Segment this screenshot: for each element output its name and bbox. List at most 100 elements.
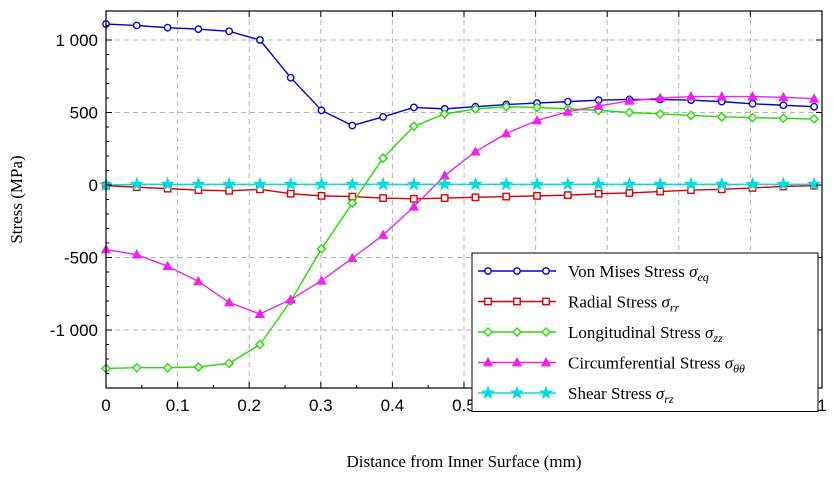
von-mises-stress-point: [779, 101, 788, 110]
radial-stress-point: [379, 194, 387, 202]
legend-marker: [513, 297, 521, 306]
shear-stress-point: [283, 176, 298, 191]
longitudinal-stress-point: [408, 121, 419, 132]
legend-symbol: σ: [689, 262, 698, 281]
von-mises-stress-line: [105, 23, 815, 127]
legend-marker: [513, 267, 521, 275]
legend-symbol: σ: [705, 323, 714, 342]
shear-stress-line: [105, 183, 815, 186]
legend-series-name: Radial Stress: [568, 293, 662, 312]
longitudinal-stress-point: [532, 102, 543, 113]
legend-subscript: zz: [712, 331, 723, 345]
legend-subscript: θθ: [733, 362, 745, 376]
x-tick-label: 0.5: [452, 396, 476, 415]
x-tick-label: 0.4: [381, 396, 405, 415]
shear-stress-point: [591, 176, 606, 191]
von-mises-stress-point: [286, 73, 295, 82]
radial-stress-point: [563, 191, 572, 200]
circumferential-stress-point: [254, 308, 266, 318]
radial-stress-point: [471, 193, 480, 202]
shear-stress-point: [345, 176, 360, 191]
von-mises-stress-point: [748, 99, 757, 108]
legend-marker: [484, 267, 492, 275]
legend-label: Von Mises Stress σeq: [568, 262, 709, 284]
circumferential-stress-point: [223, 297, 235, 307]
von-mises-stress-point: [409, 103, 418, 112]
shear-stress-point: [406, 176, 422, 191]
longitudinal-stress-point: [778, 113, 789, 124]
radial-stress-point: [225, 186, 234, 195]
legend-marker: [511, 357, 523, 367]
legend-label: Circumferential Stress σθθ: [568, 354, 745, 376]
shear-stress-point: [714, 176, 730, 191]
radial-stress-point: [440, 194, 449, 202]
longitudinal-stress-point: [685, 110, 696, 121]
circumferential-stress-point: [778, 91, 789, 102]
circumferential-stress-line: [105, 95, 815, 315]
shear-stress-point: [191, 176, 206, 191]
von-mises-stress-point: [194, 25, 203, 34]
radial-stress-line: [105, 185, 815, 200]
x-tick-label: 0.3: [309, 396, 333, 415]
longitudinal-stress-point: [254, 339, 265, 350]
longitudinal-stress-series: [101, 101, 820, 374]
legend-marker: [484, 297, 492, 306]
shear-stress-series: [98, 176, 822, 192]
radial-stress-point: [656, 187, 665, 196]
shear-stress-point: [252, 176, 268, 191]
shear-stress-point: [683, 176, 699, 191]
y-tick-label: 500: [70, 104, 98, 123]
legend-item-shear-stress: Shear Stress σrz: [478, 384, 674, 406]
shear-stress-point: [437, 176, 452, 191]
shear-stress-point: [652, 176, 668, 191]
shear-stress-point: [129, 176, 145, 191]
von-mises-stress-point: [563, 97, 572, 106]
legend-series-name: Von Mises Stress: [568, 262, 689, 281]
x-tick-label: 0.2: [237, 396, 261, 415]
legend-marker: [480, 385, 496, 400]
radial-stress-point: [625, 189, 634, 197]
longitudinal-stress-point: [224, 358, 235, 369]
circumferential-stress-point: [716, 91, 727, 101]
legend-symbol: σ: [656, 384, 665, 403]
radial-stress-point: [286, 189, 295, 198]
longitudinal-stress-point: [316, 243, 327, 254]
shear-stress-point: [498, 176, 514, 191]
shear-stress-point: [529, 176, 545, 191]
circumferential-stress-point: [685, 91, 697, 101]
x-axis-label: Distance from Inner Surface (mm): [346, 452, 581, 471]
von-mises-stress-point: [810, 102, 819, 111]
longitudinal-stress-point: [716, 111, 727, 122]
radial-stress-point: [502, 192, 511, 201]
legend-item-longitudinal-stress: Longitudinal Stress σzz: [478, 323, 723, 345]
legend-subscript: rz: [664, 392, 674, 406]
legend-marker: [538, 385, 554, 400]
series-layer: [98, 20, 822, 374]
shear-stress-point: [375, 176, 391, 191]
von-mises-stress-point: [317, 106, 326, 115]
circumferential-stress-point: [808, 93, 820, 103]
circumferential-stress-point: [131, 249, 142, 259]
radial-stress-point: [533, 191, 541, 200]
legend-item-von-mises-stress: Von Mises Stress σeq: [478, 262, 709, 284]
longitudinal-stress-point: [193, 361, 204, 372]
longitudinal-stress-line: [105, 106, 815, 370]
legend-symbol: σ: [725, 354, 734, 373]
radial-stress-point: [317, 191, 326, 200]
legend-marker: [509, 385, 525, 400]
x-tick-label: 1: [817, 396, 826, 415]
von-mises-stress-point: [163, 23, 172, 32]
legend-marker: [542, 267, 550, 275]
circumferential-stress-point: [747, 91, 758, 101]
shear-stress-point: [314, 176, 329, 191]
shear-stress-point: [806, 176, 822, 191]
circumferential-stress-point: [347, 252, 358, 263]
legend-series-name: Circumferential Stress: [568, 354, 725, 373]
legend-marker: [512, 327, 522, 337]
x-tick-label: 0: [101, 396, 110, 415]
longitudinal-stress-point: [501, 101, 512, 112]
legend-marker: [541, 327, 551, 337]
legend-label: Shear Stress σrz: [568, 384, 674, 406]
